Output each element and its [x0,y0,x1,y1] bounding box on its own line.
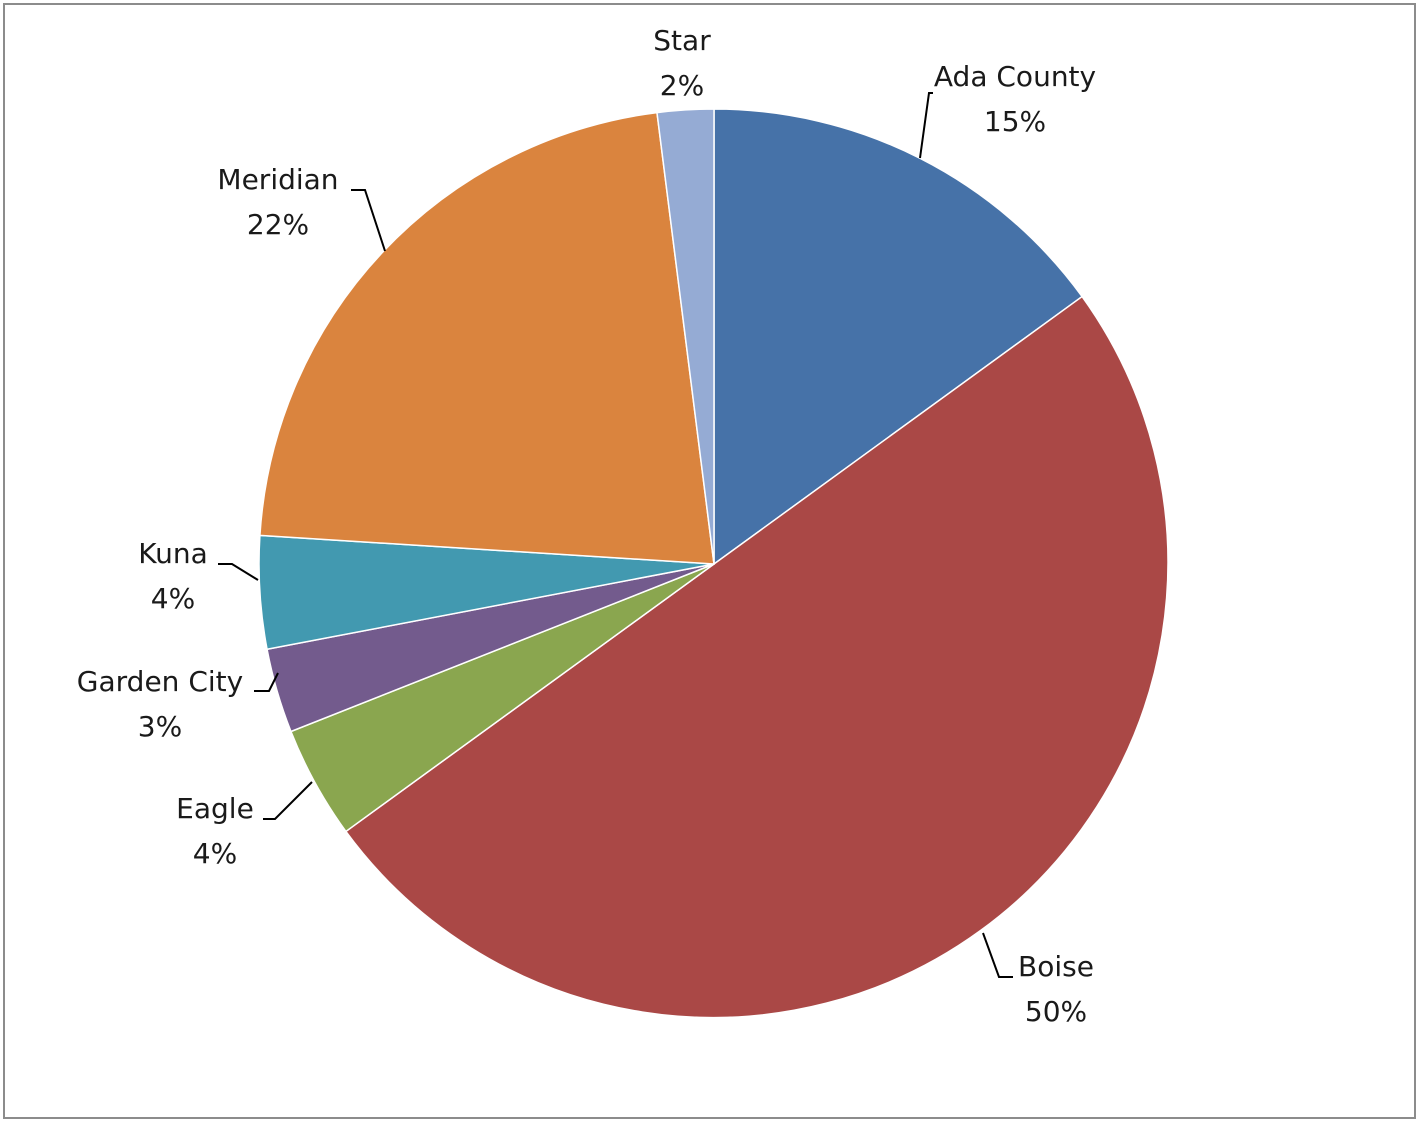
leader-line-meridian [351,189,386,252]
leader-lines [218,92,1013,978]
data-labels: Ada County 15% Boise 50% Eagle 4% Garden City 3… [77,24,1096,1028]
data-label-name-garden-city: Garden City [77,665,243,698]
data-label-name-boise: Boise [1018,950,1094,983]
data-label-pct-star: 2% [660,69,704,102]
leader-line-garden-city [254,672,279,692]
pie-chart: Ada County 15% Boise 50% Eagle 4% Garden City 3… [77,24,1169,1028]
pie-slice-boise [344,295,1169,1019]
data-label-pct-boise: 50% [1025,995,1087,1028]
leader-line-eagle [263,781,313,820]
data-label-pct-meridian: 22% [247,208,309,241]
data-label-name-kuna: Kuna [138,537,208,570]
data-label-pct-eagle: 4% [193,837,237,870]
pie-slice-ada-county [713,108,1084,566]
data-label-pct-ada-county: 15% [984,105,1046,138]
pie-slices [258,108,1169,1019]
leader-line-ada-county [919,92,933,159]
pie-slice-meridian [259,111,715,565]
data-label-name-star: Star [653,24,711,57]
data-label-name-eagle: Eagle [176,792,254,825]
data-label-pct-kuna: 4% [151,582,195,615]
data-label-pct-garden-city: 3% [138,710,182,743]
pie-slice-star [656,108,715,565]
leader-line-boise [982,932,1013,978]
chart-frame: Ada County 15% Boise 50% Eagle 4% Garden City 3… [3,3,1416,1119]
data-label-name-ada-county: Ada County [934,60,1096,93]
data-label-name-meridian: Meridian [217,163,338,196]
leader-line-kuna [218,563,259,581]
